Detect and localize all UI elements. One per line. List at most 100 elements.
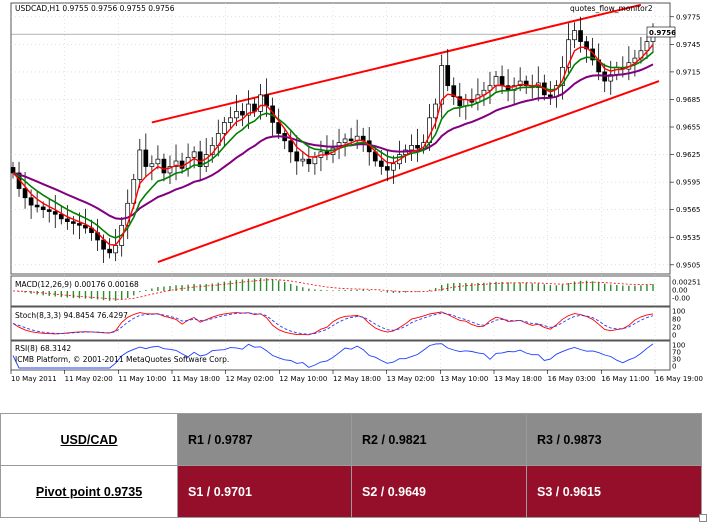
resistance-row: USD/CAD R1 / 0.9787 R2 / 0.9821 R3 / 0.9…	[0, 413, 702, 466]
candle-body	[179, 160, 185, 169]
candle-body	[71, 221, 76, 224]
candle-body	[608, 74, 614, 82]
candle-body	[58, 213, 64, 220]
rsi-tick-label: 30	[672, 356, 681, 364]
price-tick-label: 0.9595	[676, 179, 701, 187]
candle-body	[415, 145, 420, 149]
s1-cell: S1 / 0.9701	[177, 465, 352, 518]
candle-body	[240, 111, 245, 116]
candle-body	[246, 103, 251, 116]
candle-body	[378, 160, 384, 167]
price-tick-label: 0.9565	[676, 206, 701, 214]
candle-body	[348, 138, 354, 142]
time-tick-label: 10 May 2011	[11, 375, 57, 383]
ma-red-line	[12, 44, 654, 246]
candle-body	[294, 151, 300, 162]
time-tick-label: 12 May 10:00	[279, 375, 327, 383]
candle-body	[499, 76, 505, 87]
candle-body	[167, 166, 173, 174]
candle-body	[83, 224, 88, 229]
candle-body	[191, 151, 197, 158]
candle-body	[391, 163, 396, 171]
stoch-tick-label: 0	[672, 332, 676, 340]
candle-body	[572, 30, 577, 41]
r1-cell: R1 / 0.9787	[177, 413, 352, 466]
candle-body	[46, 209, 52, 212]
candle-body	[433, 103, 438, 119]
candle-body	[34, 204, 40, 208]
time-tick-label: 16 May 19:00	[655, 375, 703, 383]
chart-title: USDCAD,H1 0.9755 0.9756 0.9755 0.9756	[15, 4, 175, 13]
macd-panel-frame	[10, 275, 671, 307]
price-tick-label: 0.9775	[676, 13, 701, 21]
candle-body	[306, 158, 312, 165]
candle-body	[584, 41, 589, 50]
candle-body	[457, 96, 463, 107]
stoch-tick-label: 20	[672, 324, 681, 332]
candle-body	[22, 188, 28, 199]
candle-body	[113, 245, 118, 254]
candle-body	[523, 80, 529, 87]
time-tick-label: 11 May 10:00	[118, 375, 166, 383]
candle-body	[264, 94, 269, 107]
price-tick-label: 0.9715	[676, 68, 701, 76]
rsi-label: RSI(8) 68.3142	[15, 344, 71, 353]
candle-body	[342, 138, 348, 143]
macd-tick-label: -0.00	[672, 295, 690, 303]
trend-line	[157, 80, 660, 263]
price-tick-label: 0.9625	[676, 151, 701, 159]
time-tick-label: 13 May 02:00	[387, 375, 435, 383]
macd-signal-line	[12, 279, 654, 300]
stoch-label: Stoch(8,3,3) 94.8454 76.4297	[15, 311, 128, 320]
candle-body	[421, 142, 426, 149]
candle-body	[312, 156, 318, 165]
time-tick-label: 11 May 02:00	[65, 375, 113, 383]
support-row: Pivot point 0.9735 S1 / 0.9701 S2 / 0.96…	[0, 465, 702, 518]
candle-body	[197, 151, 203, 167]
rsi-tick-label: 0	[672, 363, 676, 371]
price-tick-label: 0.9535	[676, 234, 701, 242]
candle-body	[300, 158, 306, 162]
candle-body	[258, 94, 263, 112]
current-price-label: 0.9756	[649, 29, 676, 37]
candle-body	[445, 65, 451, 87]
candle-body	[566, 39, 571, 68]
candle-body	[52, 211, 58, 215]
rsi-tick-label: 70	[672, 349, 681, 357]
copyright-footer: ICMB Platform, © 2001-2011 MetaQuotes So…	[15, 355, 229, 364]
s2-cell: S2 / 0.9649	[351, 465, 527, 518]
stoch-panel-frame	[10, 306, 671, 341]
current-price-box	[646, 26, 676, 38]
chart-svg: 0.9775 0.9745 0.9715 0.9685 0.9655 0.9625 0.95…	[10, 2, 703, 383]
candle-body	[203, 154, 209, 167]
candle-body	[131, 179, 137, 204]
price-tick-label: 0.9655	[676, 124, 701, 132]
time-tick-label: 12 May 18:00	[333, 375, 381, 383]
chart-area: 0.9775 0.9745 0.9715 0.9685 0.9655 0.9625 0.95…	[10, 2, 703, 383]
quotes-monitor-label: quotes_flow_monitor2	[570, 4, 653, 13]
trend-line	[151, 3, 642, 124]
candle-body	[137, 149, 143, 180]
time-tick-label: 13 May 18:00	[494, 375, 542, 383]
candle-body	[276, 122, 282, 134]
candle-body	[10, 167, 16, 174]
ma-purple-line	[12, 63, 654, 221]
rsi-line	[12, 343, 654, 369]
pivot-point-label: Pivot point 0.9735	[0, 465, 178, 518]
time-tick-label: 16 May 03:00	[548, 375, 596, 383]
stoch-tick-label: 100	[672, 308, 685, 316]
candle-body	[487, 85, 493, 91]
candle-body	[125, 202, 131, 226]
candle-body	[228, 117, 233, 123]
macd-tick-label: 0.00	[672, 287, 688, 295]
candle-body	[439, 65, 445, 105]
candle-body	[548, 94, 553, 98]
candle-body	[517, 80, 523, 87]
pivot-table: USD/CAD R1 / 0.9787 R2 / 0.9821 R3 / 0.9…	[0, 413, 702, 518]
rsi-tick-label: 100	[672, 342, 685, 350]
candle-body	[155, 158, 161, 165]
price-tick-label: 0.9505	[676, 261, 701, 269]
time-tick-label: 12 May 02:00	[226, 375, 274, 383]
candle-body	[149, 163, 155, 167]
candle-body	[614, 66, 620, 76]
